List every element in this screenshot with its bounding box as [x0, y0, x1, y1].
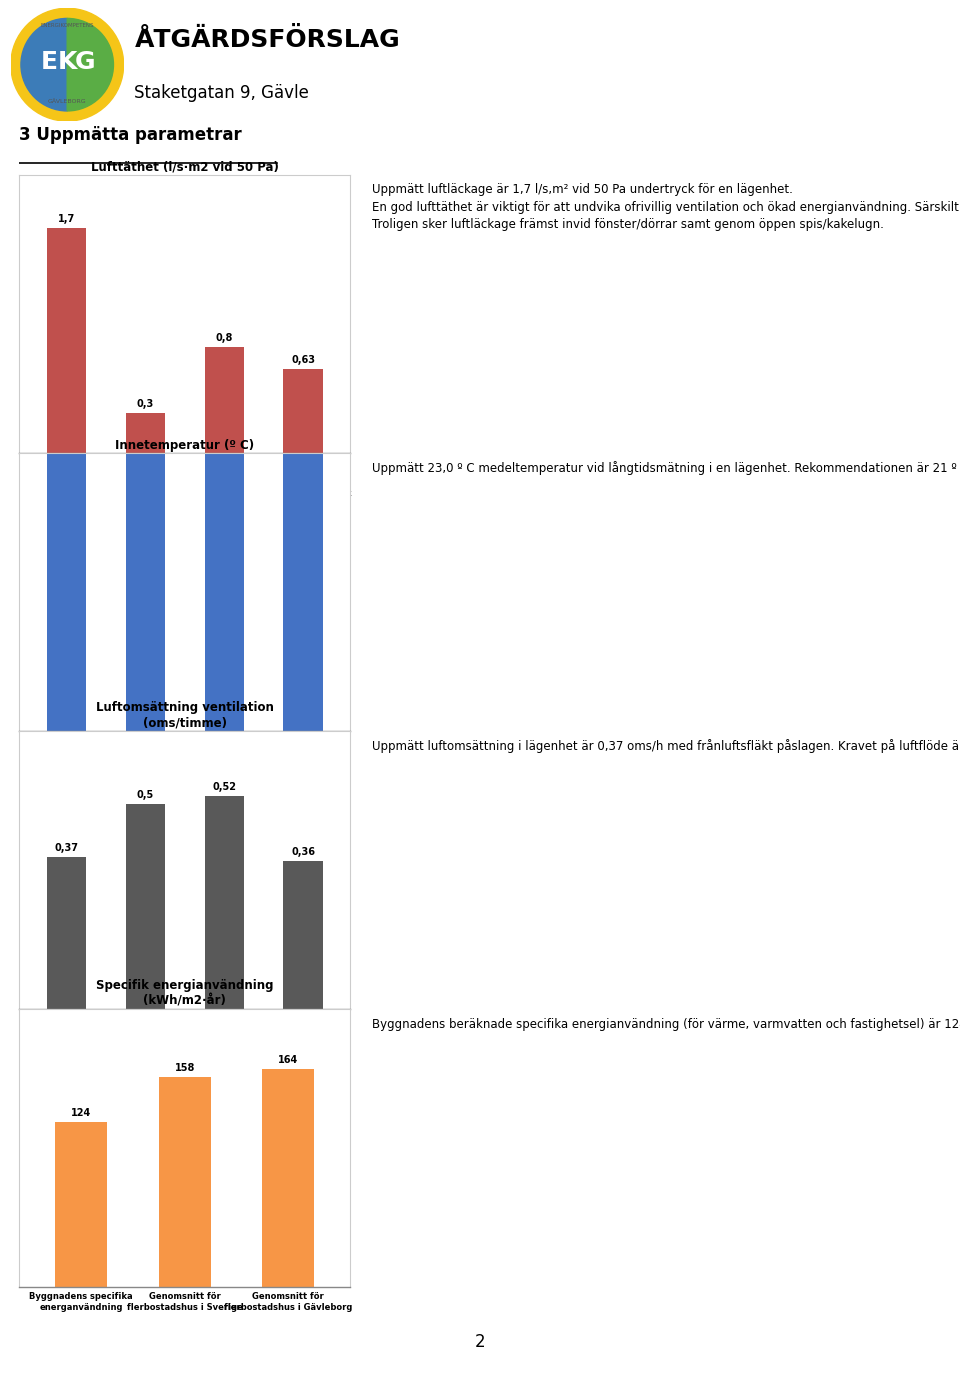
Bar	[47, 0, 86, 731]
Text: GÄVLEBORG: GÄVLEBORG	[48, 99, 86, 103]
Text: Uppmätt 23,0 º C medeltemperatur vid långtidsmätning i en lägenhet. Rekommendati: Uppmätt 23,0 º C medeltemperatur vid lån…	[372, 461, 960, 475]
Title: Innetemperatur (º C): Innetemperatur (º C)	[115, 439, 254, 451]
Bar	[126, 0, 165, 731]
Bar	[283, 861, 323, 1009]
Bar	[204, 0, 244, 731]
Text: 2: 2	[474, 1332, 486, 1351]
Text: 3 Uppmätta parametrar: 3 Uppmätta parametrar	[19, 125, 242, 144]
Text: Uppmätt luftläckage är 1,7 l/s,m² vid 50 Pa undertryck för en lägenhet.
En god l: Uppmätt luftläckage är 1,7 l/s,m² vid 50…	[372, 183, 960, 231]
Text: 0,8: 0,8	[216, 333, 233, 343]
Bar	[283, 0, 323, 731]
Text: 0,63: 0,63	[291, 355, 315, 365]
Text: ÅTGÄRDSFÖRSLAG: ÅTGÄRDSFÖRSLAG	[134, 28, 400, 52]
Text: 0,5: 0,5	[136, 790, 154, 799]
Wedge shape	[67, 18, 113, 111]
Text: 164: 164	[278, 1055, 299, 1065]
Text: 0,37: 0,37	[55, 843, 79, 853]
Text: G: G	[75, 50, 96, 74]
Bar	[47, 857, 86, 1009]
Text: 124: 124	[71, 1108, 91, 1119]
Wedge shape	[21, 18, 67, 111]
Bar	[47, 227, 86, 453]
Title: Luftomsättning ventilation
(oms/timme): Luftomsättning ventilation (oms/timme)	[96, 702, 274, 729]
Text: 158: 158	[175, 1064, 195, 1073]
Bar	[126, 804, 165, 1009]
Text: 0,3: 0,3	[136, 399, 154, 409]
Text: Byggnadens beräknade specifika energianvändning (för värme, varmvatten och fasti: Byggnadens beräknade specifika energianv…	[372, 1017, 960, 1031]
Bar	[283, 369, 323, 453]
Bar	[126, 413, 165, 453]
Bar	[204, 347, 244, 453]
Text: E: E	[40, 50, 58, 74]
Text: 1,7: 1,7	[58, 213, 75, 223]
Text: ENERGIKOMPETENS: ENERGIKOMPETENS	[40, 22, 94, 28]
Text: 0,52: 0,52	[212, 782, 236, 791]
Circle shape	[11, 8, 124, 121]
Bar	[159, 1077, 210, 1287]
Text: K: K	[58, 50, 77, 74]
Bar	[56, 1123, 108, 1287]
Title: Lufttäthet (l/s·m2 vid 50 Pa): Lufttäthet (l/s·m2 vid 50 Pa)	[91, 161, 278, 173]
Text: Staketgatan 9, Gävle: Staketgatan 9, Gävle	[134, 84, 309, 102]
Bar	[262, 1069, 314, 1287]
Bar	[204, 797, 244, 1009]
Title: Specifik energianvändning
(kWh/m2·år): Specifik energianvändning (kWh/m2·år)	[96, 980, 274, 1007]
Text: Uppmätt luftomsättning i lägenhet är 0,37 oms/h med frånluftsfläkt påslagen. Kra: Uppmätt luftomsättning i lägenhet är 0,3…	[372, 739, 960, 753]
Text: 0,36: 0,36	[291, 848, 315, 857]
